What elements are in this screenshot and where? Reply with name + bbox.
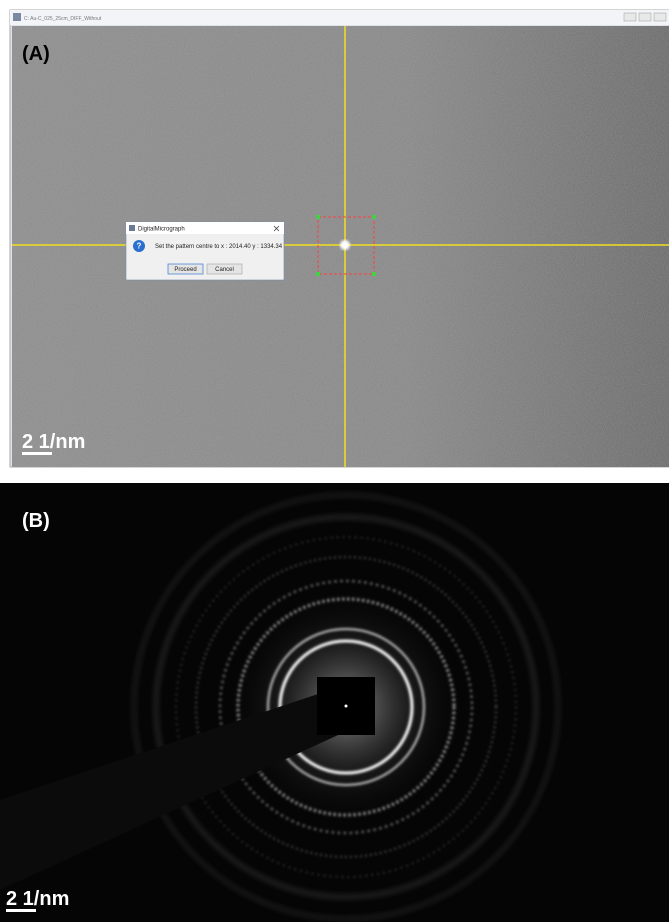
scale-bar <box>6 909 36 912</box>
scale-bar-label: 2 1/nm <box>22 431 85 453</box>
page: C: Au-C_025_25cm_DIFF_Without (A) 2 1/nm… <box>0 0 669 922</box>
title-bar <box>10 10 669 25</box>
dialog: DigitalMicrograph ? Set the pattern cent… <box>126 222 284 280</box>
dialog-title: DigitalMicrograph <box>138 227 185 233</box>
dialog-icon <box>129 225 135 231</box>
window-title: C: Au-C_025_25cm_DIFF_Without <box>24 16 102 22</box>
close-button[interactable] <box>654 13 666 21</box>
dialog-message: Set the pattern centre to x : 2014.40 y … <box>155 244 283 250</box>
panel-label: (B) <box>22 510 50 532</box>
dialog-body <box>127 234 283 279</box>
scale-bar-label: 2 1/nm <box>6 888 69 910</box>
panel-b: (B) 2 1/nm <box>0 483 669 922</box>
panel-a: C: Au-C_025_25cm_DIFF_Without (A) 2 1/nm… <box>10 10 669 467</box>
question-mark: ? <box>137 242 142 251</box>
figure: C: Au-C_025_25cm_DIFF_Without (A) 2 1/nm… <box>0 0 669 922</box>
window-icon <box>13 13 21 21</box>
center-spot <box>340 240 350 250</box>
button-label[interactable]: Cancel <box>215 267 234 273</box>
panel-label: (A) <box>22 43 50 65</box>
direct-beam <box>345 705 348 708</box>
minimize-button[interactable] <box>624 13 636 21</box>
scale-bar <box>22 452 52 455</box>
maximize-button[interactable] <box>639 13 651 21</box>
button-label[interactable]: Proceed <box>174 267 196 273</box>
